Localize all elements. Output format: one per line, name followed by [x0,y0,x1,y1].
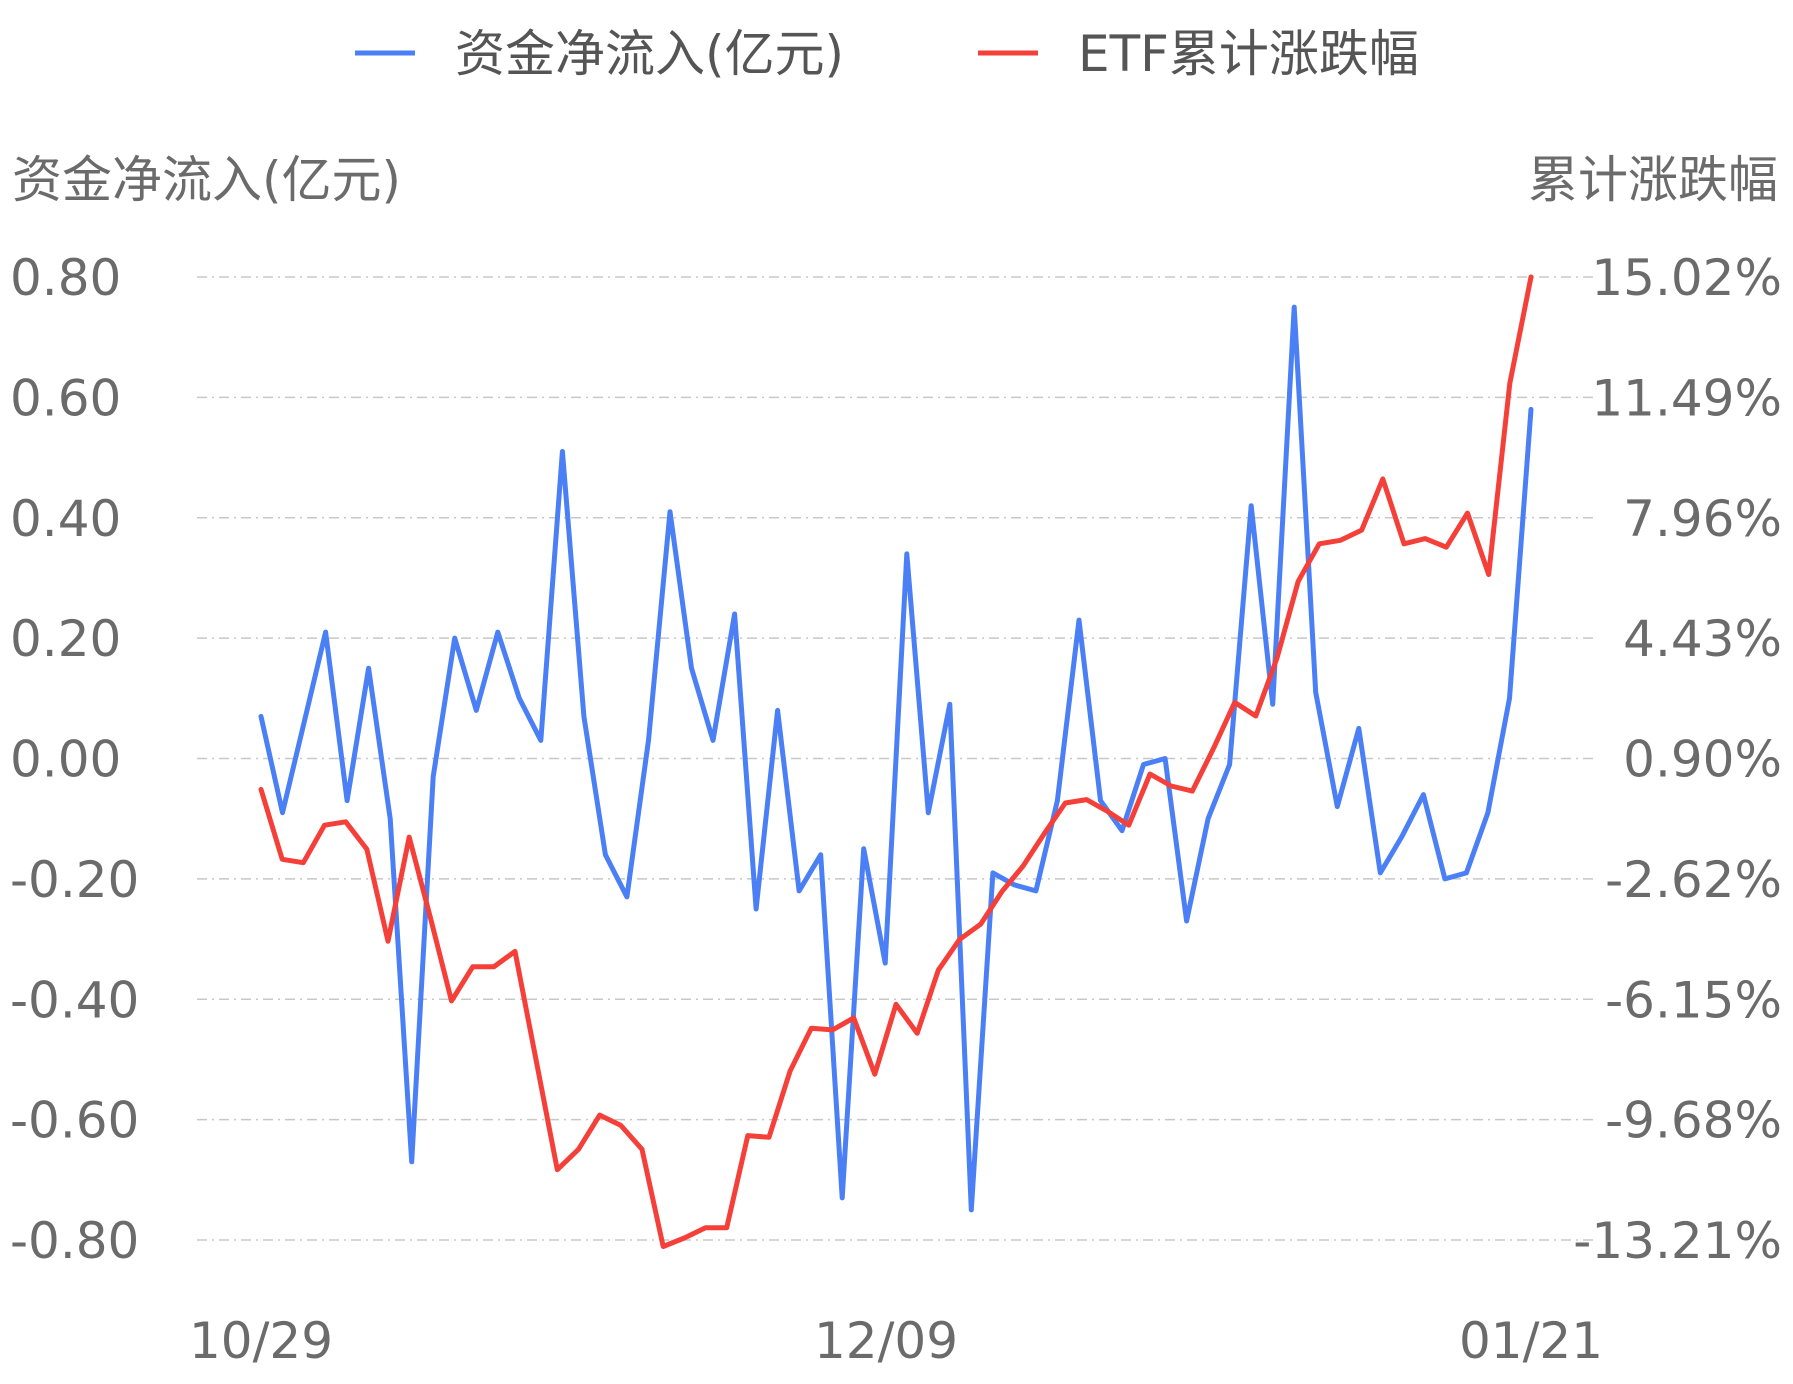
series-line-flow [258,304,1534,1213]
left-axis-title: 资金净流入(亿元) [12,151,401,209]
left-tick-label: -0.80 [10,1212,139,1270]
left-axis-ticks: 0.80 0.60 0.40 0.20 0.00 -0.20 -0.40 -0.60 -0.80 [10,249,139,1270]
legend-label-return: ETF累计涨跌幅 [1078,25,1419,83]
right-tick-label: 4.43% [1623,610,1782,668]
right-tick-label: 7.96% [1623,490,1782,548]
right-tick-label: 15.02% [1591,249,1782,307]
right-tick-label: -2.62% [1605,851,1782,909]
x-tick-label: 01/21 [1459,1312,1603,1370]
right-tick-label: 11.49% [1591,369,1782,427]
right-axis-ticks: 15.02% 11.49% 7.96% 4.43% 0.90% -2.62% -6.15% -… [1573,249,1782,1270]
left-tick-label: 0.20 [10,610,121,668]
left-tick-label: -0.60 [10,1092,139,1150]
left-tick-label: 0.40 [10,490,121,548]
x-tick-label: 12/09 [814,1312,958,1370]
series [258,274,1534,1249]
legend-label-flow: 资金净流入(亿元) [455,25,844,83]
right-tick-label: -13.21% [1573,1212,1782,1270]
x-axis-ticks: 10/29 12/09 01/21 [189,1312,1603,1370]
x-tick-label: 10/29 [189,1312,333,1370]
legend-item-return[interactable]: ETF累计涨跌幅 [978,25,1419,83]
legend: 资金净流入(亿元) ETF累计涨跌幅 [355,25,1419,83]
left-tick-label: -0.20 [10,851,139,909]
series-line-return [258,274,1534,1249]
left-tick-label: 0.60 [10,369,121,427]
right-axis-title: 累计涨跌幅 [1528,151,1778,209]
left-tick-label: -0.40 [10,971,139,1029]
right-tick-label: -9.68% [1605,1092,1782,1150]
legend-item-flow[interactable]: 资金净流入(亿元) [355,25,844,83]
right-tick-label: -6.15% [1605,971,1782,1029]
left-tick-label: 0.80 [10,249,121,307]
left-tick-label: 0.00 [10,731,121,789]
right-tick-label: 0.90% [1623,731,1782,789]
